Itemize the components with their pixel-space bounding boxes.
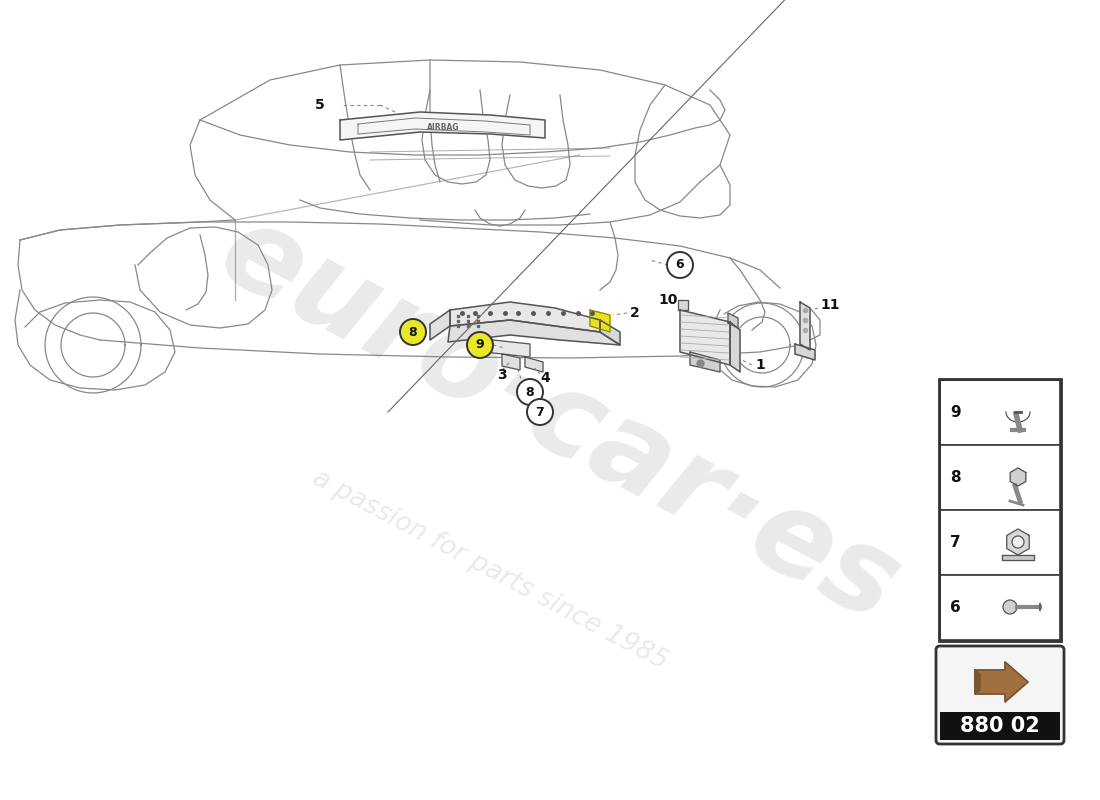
Text: 1: 1	[755, 358, 764, 372]
Polygon shape	[800, 302, 810, 350]
Text: euro·car·es: euro·car·es	[201, 193, 918, 647]
Polygon shape	[730, 322, 740, 372]
Polygon shape	[1002, 555, 1034, 560]
Polygon shape	[475, 338, 530, 357]
Circle shape	[517, 379, 543, 405]
Polygon shape	[448, 320, 620, 345]
Polygon shape	[728, 313, 738, 328]
Text: 9: 9	[950, 405, 960, 420]
Polygon shape	[795, 344, 815, 360]
Polygon shape	[975, 662, 1028, 702]
Bar	[940, 575, 1060, 640]
Text: 5: 5	[316, 98, 324, 112]
Text: AIRBAG: AIRBAG	[427, 122, 460, 131]
Text: 10: 10	[658, 293, 678, 307]
Text: 2: 2	[630, 306, 640, 320]
Text: 880 02: 880 02	[960, 716, 1040, 736]
Polygon shape	[525, 357, 543, 372]
Text: 4: 4	[540, 371, 550, 385]
Text: a passion for parts since 1985: a passion for parts since 1985	[308, 465, 672, 675]
Polygon shape	[680, 310, 730, 365]
Text: 9: 9	[475, 338, 484, 351]
Bar	[940, 445, 1060, 510]
Circle shape	[1012, 536, 1024, 548]
Polygon shape	[1010, 468, 1026, 486]
Polygon shape	[600, 320, 620, 345]
Text: 8: 8	[950, 470, 960, 485]
Text: 11: 11	[820, 298, 839, 312]
Polygon shape	[430, 310, 450, 340]
Text: 3: 3	[497, 368, 507, 382]
Text: 7: 7	[950, 535, 960, 550]
Circle shape	[1003, 600, 1018, 614]
Text: 8: 8	[526, 386, 535, 398]
Polygon shape	[450, 302, 600, 332]
Circle shape	[527, 399, 553, 425]
Text: 6: 6	[675, 258, 684, 271]
FancyBboxPatch shape	[936, 646, 1064, 744]
Polygon shape	[690, 352, 721, 372]
Polygon shape	[678, 300, 688, 310]
Polygon shape	[975, 670, 980, 694]
Bar	[939, 379, 1062, 641]
Polygon shape	[590, 310, 610, 332]
Polygon shape	[340, 112, 544, 140]
Circle shape	[468, 332, 493, 358]
Bar	[940, 510, 1060, 575]
Text: 7: 7	[536, 406, 544, 418]
Circle shape	[400, 319, 426, 345]
Circle shape	[667, 252, 693, 278]
Bar	[940, 380, 1060, 445]
Polygon shape	[1006, 529, 1030, 555]
Bar	[940, 712, 1060, 740]
Polygon shape	[502, 354, 520, 370]
Text: 8: 8	[409, 326, 417, 338]
Text: 6: 6	[950, 600, 960, 615]
